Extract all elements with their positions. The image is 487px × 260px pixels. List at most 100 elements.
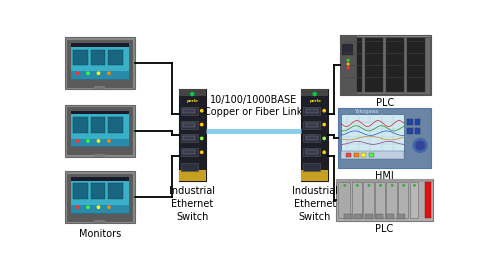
Bar [184,109,195,113]
Bar [179,89,206,96]
Bar [338,183,350,218]
Circle shape [403,185,405,186]
Circle shape [76,72,79,74]
FancyBboxPatch shape [67,40,132,87]
Bar [71,177,129,181]
Bar [341,151,404,159]
Bar [71,181,129,205]
Circle shape [201,137,203,140]
Bar [361,153,366,157]
FancyBboxPatch shape [71,43,129,79]
Circle shape [323,109,325,112]
Circle shape [323,137,325,140]
Bar [354,153,359,157]
Circle shape [413,138,428,153]
Bar [340,35,356,95]
Circle shape [97,206,100,208]
Text: Yokogawa: Yokogawa [354,109,378,114]
Circle shape [87,140,89,142]
Bar [71,205,129,212]
Bar [306,136,318,140]
Bar [414,128,420,134]
Text: HMI: HMI [375,171,394,181]
Circle shape [344,185,345,186]
FancyBboxPatch shape [303,107,320,115]
Bar [386,183,397,218]
Text: Industrial
Ethernet
Switch: Industrial Ethernet Switch [292,186,337,222]
Circle shape [392,185,393,186]
Bar [74,49,88,66]
FancyBboxPatch shape [65,171,134,223]
Bar [71,71,129,79]
Circle shape [201,124,203,126]
Bar [425,183,431,218]
Bar [71,139,129,146]
Circle shape [76,206,79,208]
Bar [108,49,123,66]
FancyBboxPatch shape [340,35,431,95]
Text: 10/100/1000BASE
Copper or Fiber Link: 10/100/1000BASE Copper or Fiber Link [204,95,302,117]
Circle shape [108,206,110,208]
Bar [71,47,129,71]
Bar [352,183,362,218]
Bar [346,153,351,157]
FancyBboxPatch shape [67,107,132,154]
Text: Monitors: Monitors [78,229,121,239]
Bar [306,109,318,113]
Text: PLC: PLC [375,224,393,235]
Text: perle: perle [187,99,198,103]
Circle shape [201,109,203,112]
FancyBboxPatch shape [338,108,431,168]
Bar [365,214,373,219]
Bar [91,117,106,133]
Bar [94,220,105,223]
Circle shape [356,185,358,186]
Circle shape [108,140,110,142]
FancyBboxPatch shape [65,105,134,157]
Bar [363,183,374,218]
FancyBboxPatch shape [303,163,320,171]
Circle shape [108,72,110,74]
FancyBboxPatch shape [303,121,320,128]
Bar [355,214,362,219]
Bar [184,150,195,154]
Circle shape [347,59,349,61]
Bar [365,38,383,92]
Circle shape [97,140,100,142]
Text: Industrial
Ethernet
Switch: Industrial Ethernet Switch [169,186,215,222]
Text: PLC: PLC [376,98,395,108]
Bar [71,111,129,114]
Circle shape [347,63,349,65]
Bar [301,89,328,96]
Bar [94,86,105,89]
Bar [407,38,425,92]
Circle shape [413,185,415,186]
FancyBboxPatch shape [303,134,320,142]
Bar [344,214,352,219]
Bar [108,117,123,133]
Bar [369,153,374,157]
Bar [74,184,88,199]
Circle shape [87,206,89,208]
Circle shape [201,151,203,153]
Bar [375,214,383,219]
Bar [94,154,105,157]
Circle shape [87,72,89,74]
Bar [336,179,433,183]
Bar [301,170,328,181]
Bar [306,122,318,127]
Circle shape [313,93,316,96]
FancyBboxPatch shape [181,163,198,171]
Bar [91,184,106,199]
Circle shape [416,141,424,150]
Bar [397,214,405,219]
Circle shape [323,124,325,126]
FancyBboxPatch shape [71,111,129,146]
FancyBboxPatch shape [181,134,198,142]
Bar [407,128,412,134]
Bar [398,183,409,218]
Circle shape [191,93,194,96]
Bar [341,114,404,151]
Bar [344,38,362,92]
Bar [74,117,88,133]
